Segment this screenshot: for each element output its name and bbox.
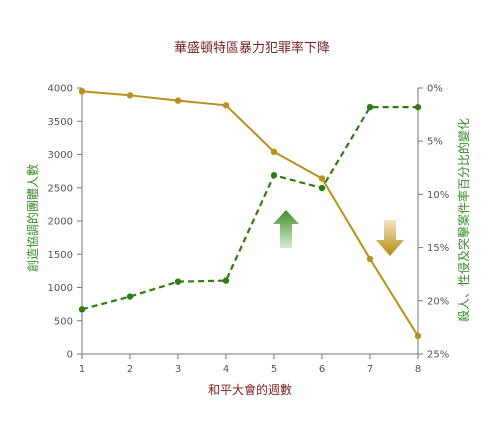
data-point — [366, 103, 374, 111]
data-point — [318, 184, 326, 192]
x-tick-label: 4 — [223, 364, 229, 375]
data-point — [78, 306, 86, 313]
data-point — [366, 255, 374, 263]
data-point — [414, 103, 422, 111]
right-axis-label: 殺人、性侵及突擊案件率百分比的變化 — [456, 118, 471, 322]
data-point — [414, 332, 422, 340]
data-point — [78, 88, 86, 95]
left-axis-label: 創造協調的團體人數 — [25, 164, 40, 272]
right-tick-label: 0% — [427, 84, 443, 95]
left-tick-label: 3000 — [48, 150, 73, 161]
right-tick-label: 10% — [427, 190, 449, 201]
right-axis-ticks: 0% 5% 10% 15% 20% 25% — [418, 84, 449, 361]
left-tick-label: 500 — [54, 316, 73, 327]
x-tick-label: 6 — [319, 364, 325, 375]
chart-title: 華盛頓特區暴力犯罪率下降 — [174, 40, 330, 56]
data-point — [270, 148, 278, 156]
data-point — [126, 92, 134, 99]
x-tick-label: 1 — [79, 364, 85, 375]
data-point — [174, 97, 182, 104]
data-point — [318, 175, 326, 182]
x-tick-label: 8 — [415, 364, 421, 375]
x-tick-label: 3 — [175, 364, 181, 375]
series-line — [81, 106, 418, 311]
left-tick-label: 4000 — [48, 84, 73, 95]
left-tick-label: 0 — [67, 350, 73, 361]
group-size-series — [78, 88, 422, 340]
x-tick-label: 2 — [127, 364, 133, 375]
data-point — [222, 102, 230, 109]
data-point — [174, 278, 182, 285]
crime-change-series — [78, 103, 422, 313]
left-tick-label: 1000 — [48, 283, 73, 294]
data-point — [270, 172, 278, 179]
data-point — [126, 293, 134, 300]
right-tick-label: 5% — [427, 137, 443, 148]
right-tick-label: 15% — [427, 243, 449, 254]
x-tick-label: 7 — [367, 364, 373, 375]
left-tick-label: 1500 — [48, 250, 73, 261]
series-layer — [78, 88, 422, 340]
down-arrow-icon — [376, 220, 404, 256]
up-arrow-icon — [273, 210, 299, 248]
right-tick-label: 25% — [427, 350, 449, 361]
left-tick-label: 3500 — [48, 117, 73, 128]
x-axis-label: 和平大會的週數 — [208, 382, 292, 397]
left-tick-label: 2500 — [48, 183, 73, 194]
right-tick-label: 20% — [427, 296, 449, 307]
series-line — [81, 90, 419, 337]
x-tick-label: 5 — [271, 364, 277, 375]
left-tick-label: 2000 — [48, 217, 73, 228]
left-axis-ticks: 0 500 1000 1500 2000 2500 3000 3500 4000 — [48, 84, 82, 361]
x-axis-ticks: 1 2 3 4 5 6 7 8 — [79, 354, 421, 375]
data-point — [222, 277, 230, 284]
